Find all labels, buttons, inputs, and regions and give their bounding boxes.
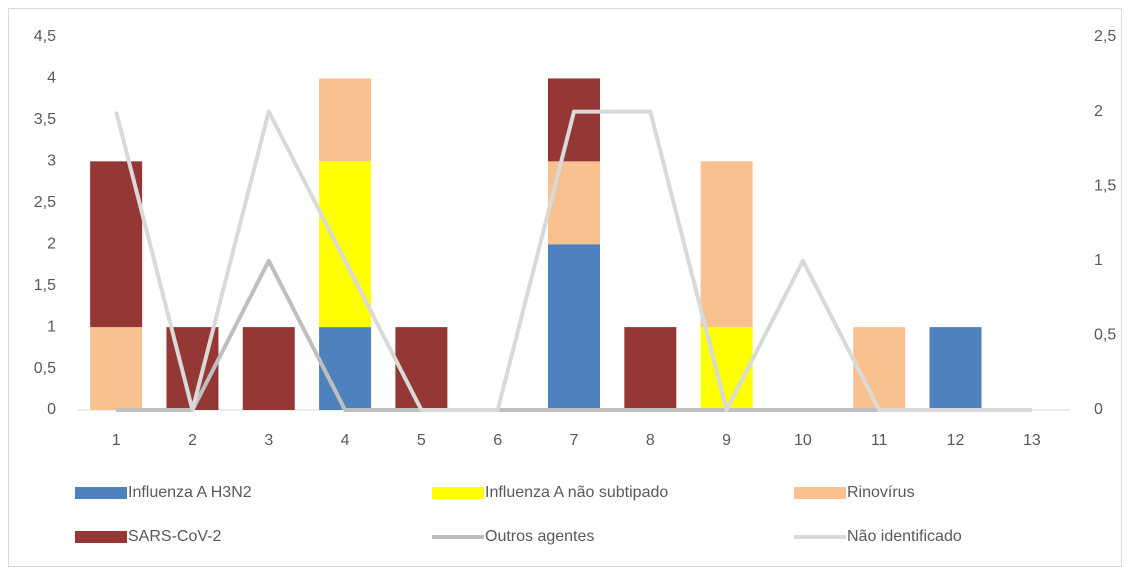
y-tick-label: 3,5: [34, 111, 56, 128]
x-tick-label: 8: [646, 432, 655, 449]
bar: [90, 327, 143, 410]
y-tick-label: 1: [47, 318, 56, 335]
x-tick-label: 10: [794, 432, 812, 449]
bar: [90, 161, 143, 328]
bar: [548, 78, 600, 162]
bar: [548, 244, 600, 410]
y-tick-label: 1,5: [34, 277, 56, 294]
x-tick-label: 11: [871, 432, 888, 449]
legend-swatch: [432, 487, 484, 499]
x-tick-label: 9: [722, 432, 731, 449]
x-tick-label: 7: [570, 432, 579, 449]
y-tick-label: 0,5: [34, 360, 56, 377]
bar: [548, 161, 600, 245]
y2-tick-label: 2,5: [1094, 28, 1116, 45]
line-series: [114, 109, 1032, 412]
legend-label: Outros agentes: [485, 528, 594, 545]
y-tick-label: 4,5: [34, 28, 56, 45]
y2-tick-label: 0,5: [1094, 327, 1116, 344]
x-tick-label: 2: [188, 432, 197, 449]
x-tick-label: 5: [417, 432, 426, 449]
legend-swatch: [75, 531, 127, 543]
bar: [929, 327, 982, 410]
legend-label: Não identificado: [847, 528, 962, 545]
x-tick-label: 6: [493, 432, 502, 449]
legend-swatch: [794, 487, 846, 499]
y2-tick-label: 1: [1094, 252, 1103, 269]
legend-label: Influenza A não subtipado: [485, 484, 668, 501]
x-tick-label: 12: [947, 432, 965, 449]
legend-label: SARS-CoV-2: [128, 528, 221, 545]
y2-tick-label: 2: [1094, 103, 1103, 120]
y-tick-label: 2,5: [34, 194, 56, 211]
bar: [624, 327, 677, 410]
y-tick-label: 0: [47, 401, 56, 418]
y-tick-label: 4: [47, 70, 56, 87]
bar: [319, 78, 372, 162]
bar: [700, 161, 753, 328]
legend-label: Influenza A H3N2: [128, 484, 252, 501]
bar: [853, 327, 906, 410]
legend-swatch: [75, 487, 127, 499]
bar: [319, 327, 372, 410]
x-tick-label: 13: [1023, 432, 1041, 449]
y2-tick-label: 1,5: [1094, 177, 1116, 194]
y-tick-label: 3: [47, 153, 56, 170]
x-tick-label: 4: [341, 432, 350, 449]
y2-tick-label: 0: [1094, 401, 1103, 418]
legend-label: Rinovírus: [847, 484, 915, 501]
bar: [319, 161, 372, 328]
y-tick-label: 2: [47, 235, 56, 252]
x-tick-label: 1: [112, 432, 121, 449]
x-tick-label: 3: [264, 432, 273, 449]
bar: [395, 327, 448, 410]
bar: [242, 327, 295, 410]
